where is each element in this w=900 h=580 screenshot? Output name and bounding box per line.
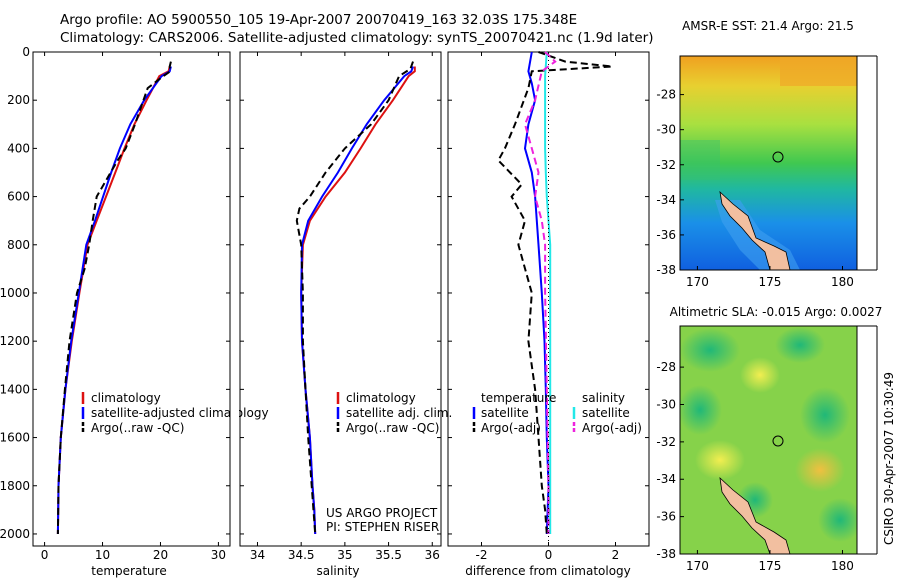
- legend-label-temperature-satellite: satellite: [481, 406, 529, 420]
- legend-label-argo: Argo(..raw -QC): [91, 421, 184, 435]
- sla-argo-location-marker: [772, 435, 784, 447]
- map-y-tick-label: -28: [656, 88, 676, 102]
- x-tick-label: 34: [250, 548, 265, 562]
- x-tick-label: 34.5: [288, 548, 315, 562]
- sla-map: [680, 326, 857, 554]
- x-tick-label: 0: [545, 548, 553, 562]
- temperature-axis-label: temperature: [91, 564, 166, 578]
- series-line-salinity-argo-adj: [523, 51, 557, 534]
- y-tick-label: 200: [7, 93, 30, 107]
- series-line-argo-raw-qc: [56, 61, 172, 535]
- sst-map-title: AMSR-E SST: 21.4 Argo: 21.5: [682, 19, 854, 33]
- sst-map: [680, 56, 857, 270]
- x-tick-label: -2: [476, 548, 488, 562]
- y-tick-label: 1800: [0, 479, 30, 493]
- x-tick-label: 20: [153, 548, 168, 562]
- sst-argo-location-marker: [772, 151, 784, 163]
- y-tick-label: 1400: [0, 382, 30, 396]
- salinity-axis-label: salinity: [316, 564, 359, 578]
- map-y-tick-label: -36: [656, 510, 676, 524]
- y-tick-label: 2000: [0, 527, 30, 541]
- temperature-legend: climatology satellite-adjusted climatolo…: [81, 391, 269, 435]
- legend-label-temperature-argo: Argo(-adj): [481, 421, 541, 435]
- salinity-legend: climatology satellite adj. clim. Argo(..…: [336, 391, 452, 435]
- map-y-tick-label: -36: [656, 228, 676, 242]
- new-zealand-landmass: [719, 476, 791, 554]
- map-y-tick-label: -32: [656, 158, 676, 172]
- map-x-tick-label: 175: [758, 559, 781, 573]
- y-tick-label: 600: [7, 190, 30, 204]
- sla-map-axes: 170 175 180 -28 -30 -32 -34 -36 -38: [656, 360, 854, 573]
- figure-title-line2: Climatology: CARS2006. Satellite-adjuste…: [60, 30, 654, 46]
- map-x-tick-label: 170: [686, 559, 709, 573]
- csiro-timestamp: CSIRO 30-Apr-2007 10:30:49: [882, 372, 896, 545]
- series-line-temperature-argo-adj: [497, 51, 613, 535]
- legend-label-satellite: satellite-adjusted climatology: [91, 406, 269, 420]
- map-x-tick-label: 175: [758, 275, 781, 289]
- y-tick-label: 0: [22, 45, 30, 59]
- profile-curves: [56, 51, 613, 535]
- legend-title-salinity: salinity: [582, 391, 625, 405]
- map-y-tick-label: -38: [656, 263, 676, 277]
- sla-map-title: Altimetric SLA: -0.015 Argo: 0.0027: [670, 305, 883, 319]
- x-tick-label: 35: [337, 548, 352, 562]
- x-tick-label: 35.5: [375, 548, 402, 562]
- series-line-satellite-adj-clim: [300, 66, 414, 535]
- map-x-tick-label: 170: [686, 275, 709, 289]
- figure-title-line1: Argo profile: AO 5900550_105 19-Apr-2007…: [60, 12, 578, 28]
- x-tick-label: 2: [612, 548, 620, 562]
- map-y-tick-label: -38: [656, 547, 676, 561]
- y-tick-label: 400: [7, 141, 30, 155]
- series-line-argo-raw-qc: [295, 61, 414, 535]
- new-zealand-landmass: [719, 190, 791, 270]
- map-y-tick-label: -28: [656, 360, 676, 374]
- pi-credit: PI: STEPHEN RISER: [326, 520, 439, 534]
- x-tick-label: 10: [95, 548, 110, 562]
- map-y-tick-label: -34: [656, 193, 676, 207]
- x-tick-label: 30: [211, 548, 226, 562]
- legend-label-climatology: climatology: [91, 391, 161, 405]
- salinity-panel-frame: [239, 51, 442, 547]
- sst-field: [680, 56, 857, 270]
- series-line-climatology: [56, 66, 171, 535]
- series-line-satellite-adjusted-climatology: [56, 66, 172, 535]
- y-tick-label: 1200: [0, 334, 30, 348]
- legend-title-temperature: temperature: [481, 391, 556, 405]
- y-tick-label: 1600: [0, 431, 30, 445]
- legend-label-argo: Argo(..raw -QC): [346, 421, 439, 435]
- map-y-tick-label: -30: [656, 123, 676, 137]
- legend-label-salinity-argo: Argo(-adj): [582, 421, 642, 435]
- map-x-tick-label: 180: [831, 275, 854, 289]
- map-y-tick-label: -34: [656, 472, 676, 486]
- y-tick-label: 800: [7, 238, 30, 252]
- legend-label-satellite: satellite adj. clim.: [346, 406, 452, 420]
- legend-label-salinity-satellite: satellite: [582, 406, 630, 420]
- map-y-tick-label: -30: [656, 397, 676, 411]
- sst-map-axes: 170 175 180 -28 -30 -32 -34 -36 -38: [656, 88, 854, 289]
- difference-axis-label: difference from climatology: [465, 564, 631, 578]
- map-y-tick-label: -32: [656, 435, 676, 449]
- x-tick-label: 0: [41, 548, 49, 562]
- map-x-tick-label: 180: [831, 559, 854, 573]
- legend-label-climatology: climatology: [346, 391, 416, 405]
- difference-legend: temperature satellite Argo(-adj) salinit…: [472, 391, 642, 435]
- x-tick-label: 36: [425, 548, 440, 562]
- y-tick-label: 1000: [0, 286, 30, 300]
- axis-ticks: 0 10 20 30020040060080010001200140016001800…: [0, 45, 649, 562]
- project-credit: US ARGO PROJECT: [326, 506, 438, 520]
- temperature-panel-frame: [32, 51, 231, 547]
